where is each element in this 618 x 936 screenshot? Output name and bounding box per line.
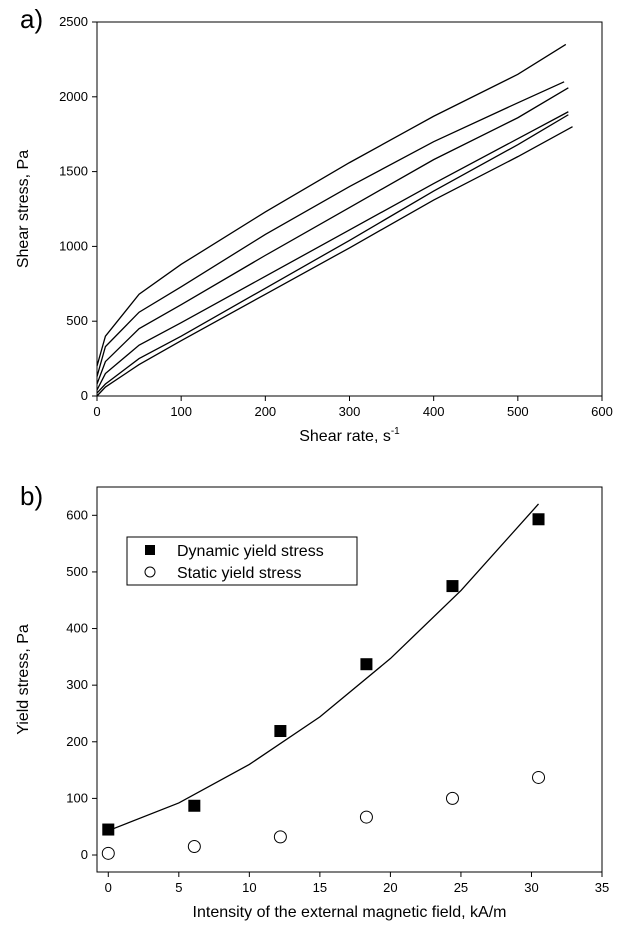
data-point — [101, 846, 115, 860]
data-point — [532, 513, 545, 526]
data-point — [445, 791, 459, 805]
data-line — [96, 43, 567, 367]
y-axis-label: Yield stress, Pa — [15, 624, 32, 735]
x-axis-label-text: Shear rate, s — [299, 428, 391, 445]
x-tick-label: 500 — [507, 404, 529, 419]
data-line — [108, 503, 540, 832]
x-tick-label: 5 — [175, 880, 182, 895]
y-tick-label: 0 — [81, 847, 88, 862]
y-tick-label: 500 — [66, 564, 88, 579]
x-tick-label: 0 — [105, 880, 112, 895]
y-tick-label: 0 — [81, 388, 88, 403]
data-line — [96, 126, 573, 397]
x-tick-label: 600 — [591, 404, 613, 419]
data-line — [96, 114, 569, 394]
data-point — [273, 830, 287, 844]
data-line — [96, 87, 569, 385]
x-axis-label: Shear rate, s-1 — [299, 426, 400, 445]
x-tick-label: 35 — [595, 880, 609, 895]
y-tick-label: 200 — [66, 734, 88, 749]
data-point — [274, 725, 287, 738]
data-point — [532, 770, 546, 784]
legend-label: Dynamic yield stress — [177, 543, 324, 560]
data-point — [102, 823, 115, 836]
data-line — [96, 111, 569, 391]
x-tick-label: 20 — [383, 880, 397, 895]
data-point — [187, 840, 201, 854]
x-axis-label-text: Intensity of the external magnetic field… — [193, 904, 507, 921]
x-tick-label: 0 — [93, 404, 100, 419]
plot-frame — [96, 486, 603, 873]
plot-frame — [96, 21, 603, 397]
y-tick-label: 600 — [66, 507, 88, 522]
y-tick-label: 2500 — [59, 14, 88, 29]
y-axis-label: Shear stress, Pa — [15, 150, 32, 268]
y-tick-label: 400 — [66, 621, 88, 636]
legend: Dynamic yield stress Static yield stress — [126, 536, 358, 586]
x-axis-label-sup: -1 — [391, 426, 400, 437]
x-tick-label: 10 — [242, 880, 256, 895]
panel-label: b) — [20, 481, 43, 511]
y-tick-label: 100 — [66, 790, 88, 805]
y-tick-label: 1000 — [59, 238, 88, 253]
x-axis-label: Intensity of the external magnetic field… — [193, 904, 507, 921]
x-tick-label: 400 — [423, 404, 445, 419]
x-tick-label: 25 — [454, 880, 468, 895]
x-tick-label: 300 — [339, 404, 361, 419]
x-tick-label: 200 — [254, 404, 276, 419]
data-point — [446, 580, 459, 593]
data-point — [359, 810, 373, 824]
data-point — [360, 658, 373, 671]
x-tick-label: 100 — [170, 404, 192, 419]
x-tick-label: 15 — [313, 880, 327, 895]
x-tick-label: 30 — [524, 880, 538, 895]
panel-label: a) — [20, 4, 43, 34]
legend-symbol — [144, 566, 156, 578]
legend-label: Static yield stress — [177, 565, 301, 582]
y-tick-label: 500 — [66, 313, 88, 328]
y-tick-label: 300 — [66, 677, 88, 692]
y-tick-label: 2000 — [59, 89, 88, 104]
data-line — [96, 81, 565, 377]
data-point — [188, 799, 201, 812]
legend-box — [126, 536, 358, 586]
legend-symbol — [145, 545, 155, 555]
y-tick-label: 1500 — [59, 164, 88, 179]
